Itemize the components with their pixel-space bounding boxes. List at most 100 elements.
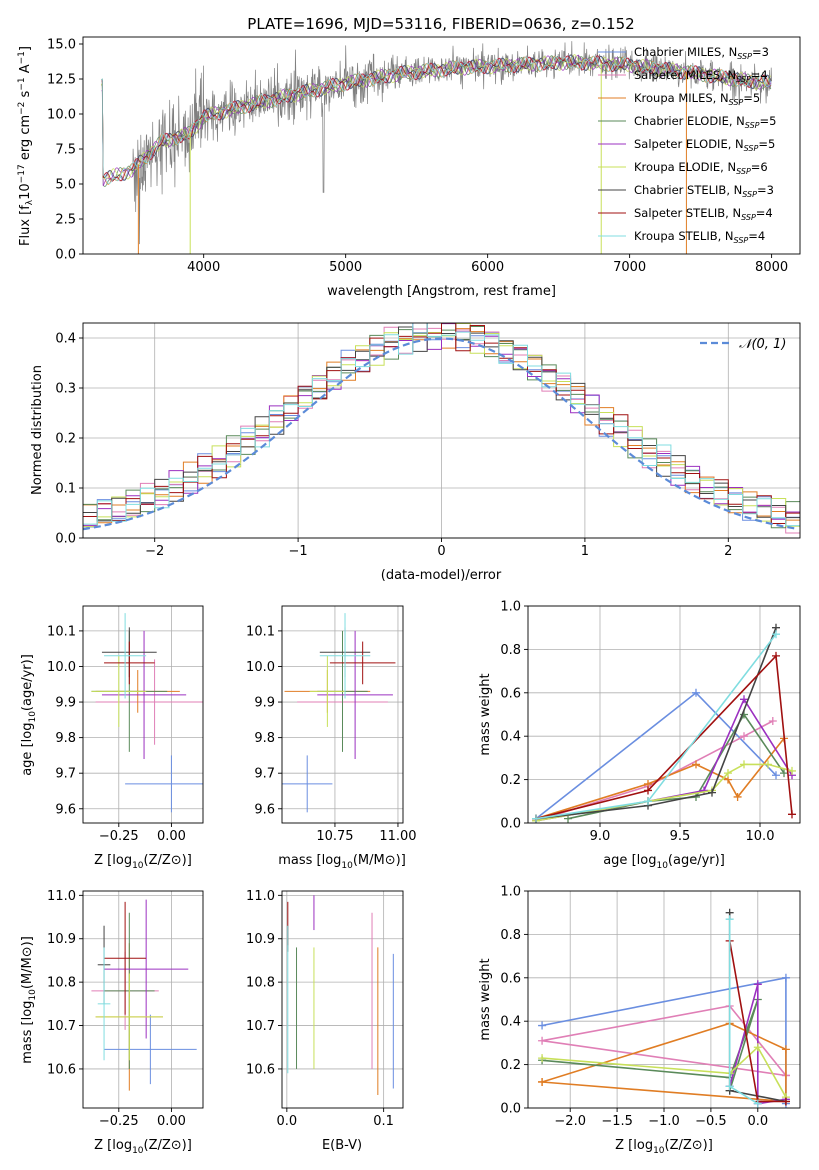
axes-spectrum: 4000 5000 6000 7000 8000 0.0 2.5 5.0 7.5 10.0 12.5…	[17, 36, 801, 299]
y-tick-label: 12.5	[47, 73, 76, 88]
y-axis-label: mass weight	[478, 673, 493, 755]
y-tick-label: 7.5	[55, 143, 76, 158]
x-tick-label: −0.25	[99, 829, 139, 844]
y-tick-label: 11.0	[246, 889, 275, 904]
legend-entry: Chabrier STELIB, NSSP=3	[634, 183, 774, 199]
y-tick-label: 0.0	[500, 817, 521, 832]
weight-marker	[768, 717, 777, 726]
legend-entry: Salpeter STELIB, NSSP=4	[634, 206, 773, 222]
model-chabrier-stelib	[101, 54, 772, 181]
weight-line-kroupa-elodie	[542, 1045, 787, 1098]
axes-age_vs_Z: −0.25 0.00 9.6 9.7 9.8 9.9 10.0 10.1 Z [log10(Z/…	[20, 605, 204, 871]
weight-marker	[781, 1045, 790, 1054]
plot-area-mass_vs_Z	[91, 899, 197, 1091]
plot-area-age_vs_mass	[282, 613, 396, 813]
weight-marker	[644, 786, 652, 795]
weight-marker	[740, 695, 748, 704]
hist-kroupa-stelib	[83, 323, 800, 527]
y-tick-label: 0.6	[500, 686, 521, 701]
legend-entry: Kroupa MILES, NSSP=5	[634, 91, 760, 107]
legend-entry: Chabrier ELODIE, NSSP=5	[634, 114, 776, 130]
axis-label: mass [log10(M/M⊙)]	[20, 936, 38, 1064]
y-tick-label: 9.6	[254, 802, 275, 817]
y-tick-label: 9.9	[254, 696, 275, 711]
weight-marker	[772, 771, 780, 780]
normal-curve	[83, 337, 798, 531]
y-axis-label: Flux [fλ10−17 erg cm−2 s−1 A−1]	[17, 46, 35, 246]
x-tick-label: −0.25	[99, 1114, 139, 1129]
weight-marker	[764, 760, 772, 769]
weight-marker	[708, 788, 716, 797]
x-tick-label: 0.00	[157, 1114, 186, 1129]
y-tick-label: 0.0	[55, 532, 76, 547]
weight-marker	[753, 1043, 762, 1052]
weight-marker	[724, 769, 732, 778]
axes-frame	[82, 890, 204, 1109]
y-tick-label: 0.1	[55, 482, 76, 497]
axes-frame	[527, 605, 801, 824]
weight-marker	[644, 797, 652, 806]
weight-marker	[692, 688, 700, 697]
x-tick-label: 0.0	[276, 1114, 297, 1129]
x-tick-label: 10.0	[746, 829, 775, 844]
y-tick-label: 10.6	[246, 1062, 275, 1077]
figure-title: PLATE=1696, MJD=53116, FIBERID=0636, z=0…	[247, 15, 634, 33]
y-tick-label: 0.0	[55, 248, 76, 263]
x-tick-label: −1.0	[648, 1114, 680, 1129]
x-tick-label: −2.0	[554, 1114, 586, 1129]
hist-kroupa-elodie	[83, 323, 800, 528]
y-tick-label: 15.0	[47, 38, 76, 53]
weight-line-chabrier-stelib	[535, 627, 777, 820]
x-tick-label: −0.5	[695, 1114, 727, 1129]
legend-entry: Salpeter ELODIE, NSSP=5	[634, 137, 775, 153]
x-tick-label: 7000	[613, 260, 646, 275]
weight-marker	[772, 630, 780, 639]
y-tick-label: 10.7	[246, 1019, 275, 1034]
y-tick-label: 10.9	[47, 932, 76, 947]
weight-marker	[538, 1077, 547, 1086]
y-tick-label: 10.8	[47, 976, 76, 991]
axis-label: Z [log10(Z/Z⊙)]	[94, 853, 192, 871]
y-tick-label: 9.7	[254, 767, 275, 782]
y-tick-label: 11.0	[47, 889, 76, 904]
y-tick-label: 9.8	[254, 731, 275, 746]
y-tick-label: 10.7	[47, 1019, 76, 1034]
y-tick-label: 10.0	[246, 660, 275, 675]
y-tick-label: 10.8	[246, 976, 275, 991]
x-tick-label: 5000	[329, 260, 362, 275]
axes-age_vs_mass: 10.75 11.00 9.6 9.7 9.8 9.9 10.0 10.1 mass [log1…	[246, 605, 417, 871]
y-tick-label: 5.0	[55, 178, 76, 193]
weight-marker	[753, 980, 762, 989]
y-tick-label: 0.0	[500, 1102, 521, 1117]
legend-entry: 𝒩(0, 1)	[739, 337, 786, 352]
axes-residual_hist: −2 −1 0 1 2 0.0 0.1 0.2 0.3 0.4 𝒩(0, 1) (data-model…	[30, 322, 801, 583]
y-tick-label: 0.4	[500, 1015, 521, 1030]
weight-marker	[772, 651, 780, 660]
axis-label: age [log10(age/yr)]	[20, 654, 38, 776]
x-tick-label: −1	[289, 544, 308, 559]
weight-marker	[740, 760, 748, 769]
x-tick-label: 9.5	[670, 829, 691, 844]
weight-marker	[788, 766, 796, 775]
x-tick-label: −1.5	[601, 1114, 633, 1129]
axes-mass_vs_EBV: 0.0 0.1 10.6 10.7 10.8 10.9 11.0 E(B-V)	[246, 889, 404, 1153]
weight-marker	[700, 786, 708, 795]
axes-weight_vs_age: 9.0 9.5 10.0 0.0 0.2 0.4 0.6 0.8 1.0 mass weight a…	[478, 600, 801, 871]
y-tick-label: 0.4	[500, 730, 521, 745]
weight-marker	[538, 1054, 547, 1063]
weight-marker	[733, 792, 742, 801]
y-tick-label: 10.1	[246, 624, 275, 639]
x-tick-label: 0	[437, 544, 445, 559]
weight-marker	[740, 732, 748, 741]
x-tick-label: 6000	[471, 260, 504, 275]
y-axis-label: mass weight	[478, 958, 493, 1040]
x-tick-label: 2	[724, 544, 732, 559]
weight-line-salpeter-stelib	[535, 654, 793, 820]
y-tick-label: 10.6	[47, 1062, 76, 1077]
x-axis-label: E(B-V)	[322, 1138, 362, 1153]
plot-area-age_vs_Z	[91, 613, 203, 813]
plot-area-spectrum	[101, 41, 772, 254]
legend-entry: Kroupa STELIB, NSSP=4	[634, 229, 765, 245]
legend-entry: Kroupa ELODIE, NSSP=6	[634, 160, 768, 176]
x-tick-label: 1	[581, 544, 589, 559]
